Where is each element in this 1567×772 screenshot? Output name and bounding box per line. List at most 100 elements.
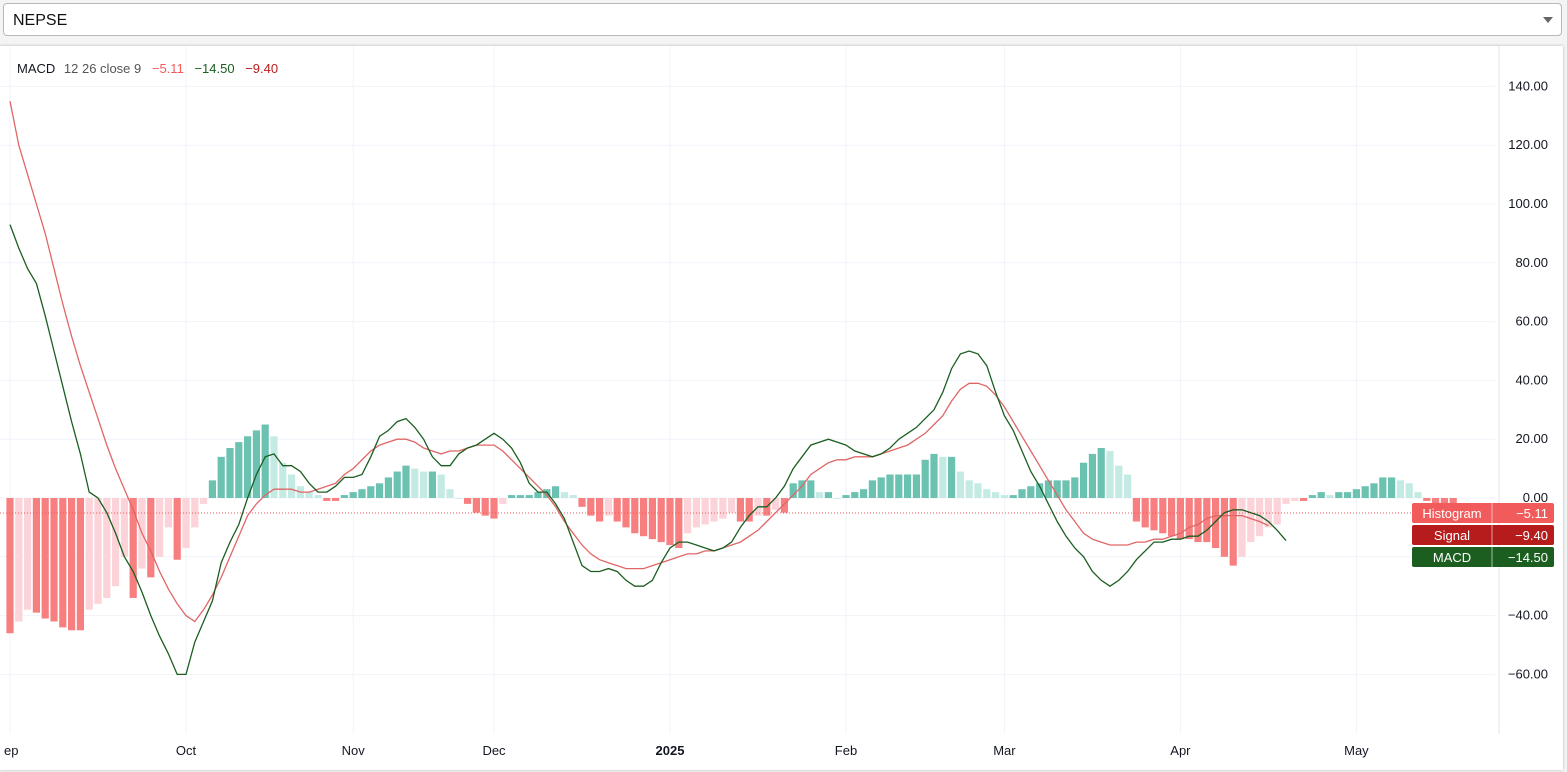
symbol-select[interactable]: NEPSE: [3, 3, 1562, 36]
macd-chart-panel[interactable]: 140.00 120.00 100.00 80.00 60.00 40.00 20.00 0.…: [0, 46, 1563, 770]
histogram-bar: [1229, 498, 1237, 566]
histogram-bar: [877, 477, 885, 498]
histogram-bar: [1388, 477, 1396, 498]
histogram-bar: [1264, 498, 1272, 528]
histogram-bar: [191, 498, 199, 528]
histogram-bar: [895, 474, 903, 498]
x-tick-label: May: [1344, 743, 1369, 758]
histogram-bar: [402, 465, 410, 498]
histogram-bar: [860, 489, 868, 498]
histogram-bar: [244, 436, 252, 498]
histogram-bar: [420, 471, 428, 498]
histogram-bar: [1106, 450, 1114, 498]
histogram-bar: [851, 492, 859, 498]
histogram-bar: [648, 498, 656, 540]
legend-macd-value: −14.50: [194, 61, 234, 76]
histogram-bar: [666, 498, 674, 546]
histogram-bar: [103, 498, 111, 598]
histogram-bar: [68, 498, 76, 631]
histogram-bar: [1370, 483, 1378, 498]
histogram-bar: [1414, 492, 1422, 498]
signal-line: [9, 100, 1269, 623]
histogram-bar: [120, 498, 128, 557]
histogram-bar: [1335, 492, 1343, 498]
histogram-bar: [728, 498, 736, 513]
histogram-bar: [543, 489, 551, 498]
histogram-bar: [173, 498, 181, 560]
histogram-bar: [41, 498, 49, 619]
histogram-bar: [921, 459, 929, 498]
indicator-legend[interactable]: MACD 12 26 close 9 −5.11 −14.50 −9.40: [17, 61, 278, 76]
histogram-bar: [393, 471, 401, 498]
x-tick-label: Dec: [482, 743, 506, 758]
histogram-bar: [833, 498, 841, 499]
histogram-bar: [261, 424, 269, 498]
histogram-bar: [1405, 483, 1413, 498]
histogram-bar: [1273, 498, 1281, 525]
histogram-bar: [376, 483, 384, 498]
symbol-select-value: NEPSE: [13, 12, 68, 29]
histogram-bar: [1344, 492, 1352, 498]
histogram-bar: [701, 498, 709, 525]
histogram-bar: [428, 471, 436, 498]
histogram-bar: [1300, 498, 1308, 501]
histogram-bar: [1379, 477, 1387, 498]
histogram-bar: [1308, 495, 1316, 498]
histogram-bar: [745, 498, 753, 522]
histogram-bar: [1185, 498, 1193, 540]
histogram-bar: [129, 498, 137, 598]
histogram-bar: [613, 498, 621, 522]
histogram-bar: [1062, 480, 1070, 498]
tag-value: −5.11: [1516, 506, 1548, 521]
histogram-bar: [1009, 495, 1017, 498]
histogram-bar: [32, 498, 40, 613]
histogram-bar: [1194, 498, 1202, 543]
macd-line: [9, 224, 1287, 676]
histogram-bar: [279, 462, 287, 498]
tag-label: MACD: [1433, 550, 1471, 565]
x-tick-label: 2025: [656, 743, 685, 758]
histogram-bar: [156, 498, 164, 557]
y-tick-label: 60.00: [1515, 314, 1548, 329]
histogram-bar: [208, 480, 216, 498]
histogram-bar: [1132, 498, 1140, 522]
histogram-bar: [1168, 498, 1176, 537]
x-tick-label: Nov: [342, 743, 366, 758]
histogram-bars: [6, 424, 1457, 634]
histogram-bar: [657, 498, 665, 543]
x-axis: ep Oct Nov Dec 2025 Feb Mar Apr May: [4, 743, 1369, 758]
histogram-bar: [499, 498, 507, 504]
macd-chart[interactable]: 140.00 120.00 100.00 80.00 60.00 40.00 20.00 0.…: [0, 46, 1563, 770]
histogram-bar: [305, 492, 313, 498]
y-axis: 140.00 120.00 100.00 80.00 60.00 40.00 20.00 0.…: [1498, 46, 1548, 734]
tag-background: [1412, 547, 1554, 567]
histogram-bar: [622, 498, 630, 528]
histogram-bar: [1115, 465, 1123, 498]
histogram-bar: [904, 474, 912, 498]
indicator-lines: [0, 100, 1495, 676]
histogram-bar: [1088, 453, 1096, 498]
histogram-bar: [59, 498, 67, 628]
histogram-bar: [6, 498, 14, 634]
histogram-bar: [675, 498, 683, 548]
chevron-down-icon[interactable]: [1543, 17, 1553, 23]
legend-indicator-params: 12 26 close 9: [64, 61, 141, 76]
histogram-bar: [534, 492, 542, 498]
y-tick-label: 40.00: [1515, 372, 1548, 387]
histogram-bar: [816, 492, 824, 498]
histogram-bar: [235, 442, 243, 498]
histogram-bar: [1097, 448, 1105, 498]
horizontal-gridlines: [0, 85, 1495, 675]
histogram-bar: [367, 486, 375, 498]
histogram-bar: [842, 495, 850, 498]
histogram-bar: [472, 498, 480, 513]
histogram-bar: [411, 468, 419, 498]
legend-histogram-value: −5.11: [152, 61, 184, 76]
histogram-bar: [1141, 498, 1149, 528]
histogram-bar: [912, 474, 920, 498]
histogram-bar: [112, 498, 120, 587]
histogram-bar: [270, 436, 278, 498]
histogram-bar: [684, 498, 692, 534]
histogram-bar: [640, 498, 648, 537]
histogram-bar: [332, 498, 340, 501]
